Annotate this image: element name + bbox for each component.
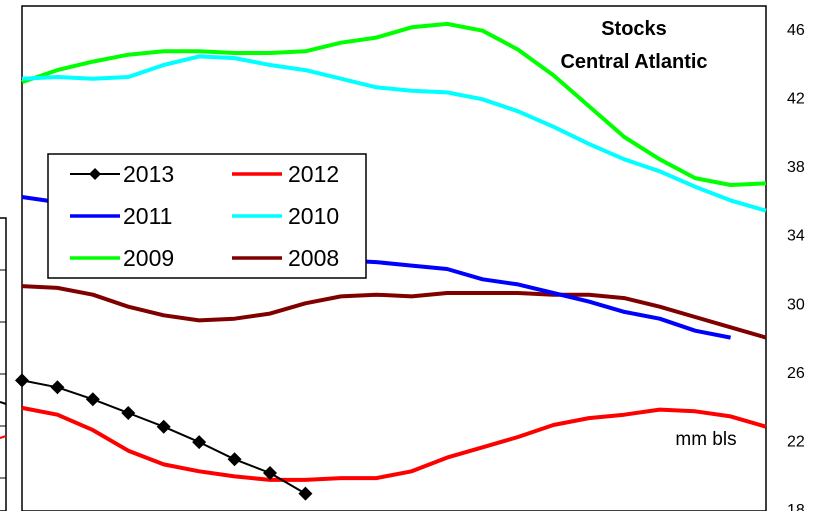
y-tick-label: 18 (787, 502, 805, 511)
data-point-2013 (121, 406, 136, 420)
series-line-2010 (21, 54, 767, 213)
legend-entry-2010: 2010 (232, 203, 339, 229)
data-point-2013 (298, 486, 313, 501)
series-line-2012 (21, 405, 767, 482)
y-axis-ticks: 46 42 38 34 30 26 22 18 (787, 22, 805, 511)
data-point-2013 (192, 435, 207, 450)
unit-label: mm bls (675, 429, 736, 450)
series-layer (15, 21, 767, 501)
data-point-2013 (50, 380, 65, 395)
plot-area (21, 5, 767, 511)
data-point-2013 (227, 452, 242, 467)
y-tick-label: 26 (787, 365, 805, 382)
legend: 2013 2012 2011 2010 2009 2008 (47, 153, 367, 279)
legend-entry-2008: 2008 (232, 245, 339, 271)
legend-label-2011: 2011 (123, 203, 172, 229)
data-point-2013 (263, 466, 277, 480)
y-tick-label: 30 (787, 296, 805, 313)
chart-title-line2: Central Atlantic (560, 51, 707, 73)
legend-entry-2012: 2012 (232, 161, 339, 187)
data-point-2013 (156, 419, 171, 434)
legend-label-2012: 2012 (288, 161, 339, 187)
legend-label-2013: 2013 (123, 161, 174, 187)
y-tick-label: 38 (787, 159, 805, 176)
y-tick-label: 34 (787, 228, 805, 245)
neighbor-series-stub (0, 401, 7, 405)
legend-label-2010: 2010 (288, 203, 339, 229)
y-tick-label: 42 (787, 91, 805, 108)
legend-entry-2013: 2013 (70, 161, 174, 187)
neighbor-series-stub (0, 435, 7, 439)
legend-entry-2009: 2009 (70, 245, 174, 271)
neighbor-chart-frame (0, 217, 7, 511)
series-line-2008 (21, 284, 767, 340)
legend-entry-2011: 2011 (70, 203, 172, 229)
legend-label-2009: 2009 (123, 245, 174, 271)
y-tick-label: 46 (787, 22, 805, 39)
series-line-2009 (21, 21, 767, 187)
legend-label-2008: 2008 (288, 245, 339, 271)
data-point-2013 (85, 392, 100, 407)
data-point-2013 (15, 373, 29, 388)
y-tick-label: 22 (787, 433, 805, 450)
legend-marker-2013 (89, 168, 101, 180)
chart-title-line1: Stocks (601, 18, 667, 40)
